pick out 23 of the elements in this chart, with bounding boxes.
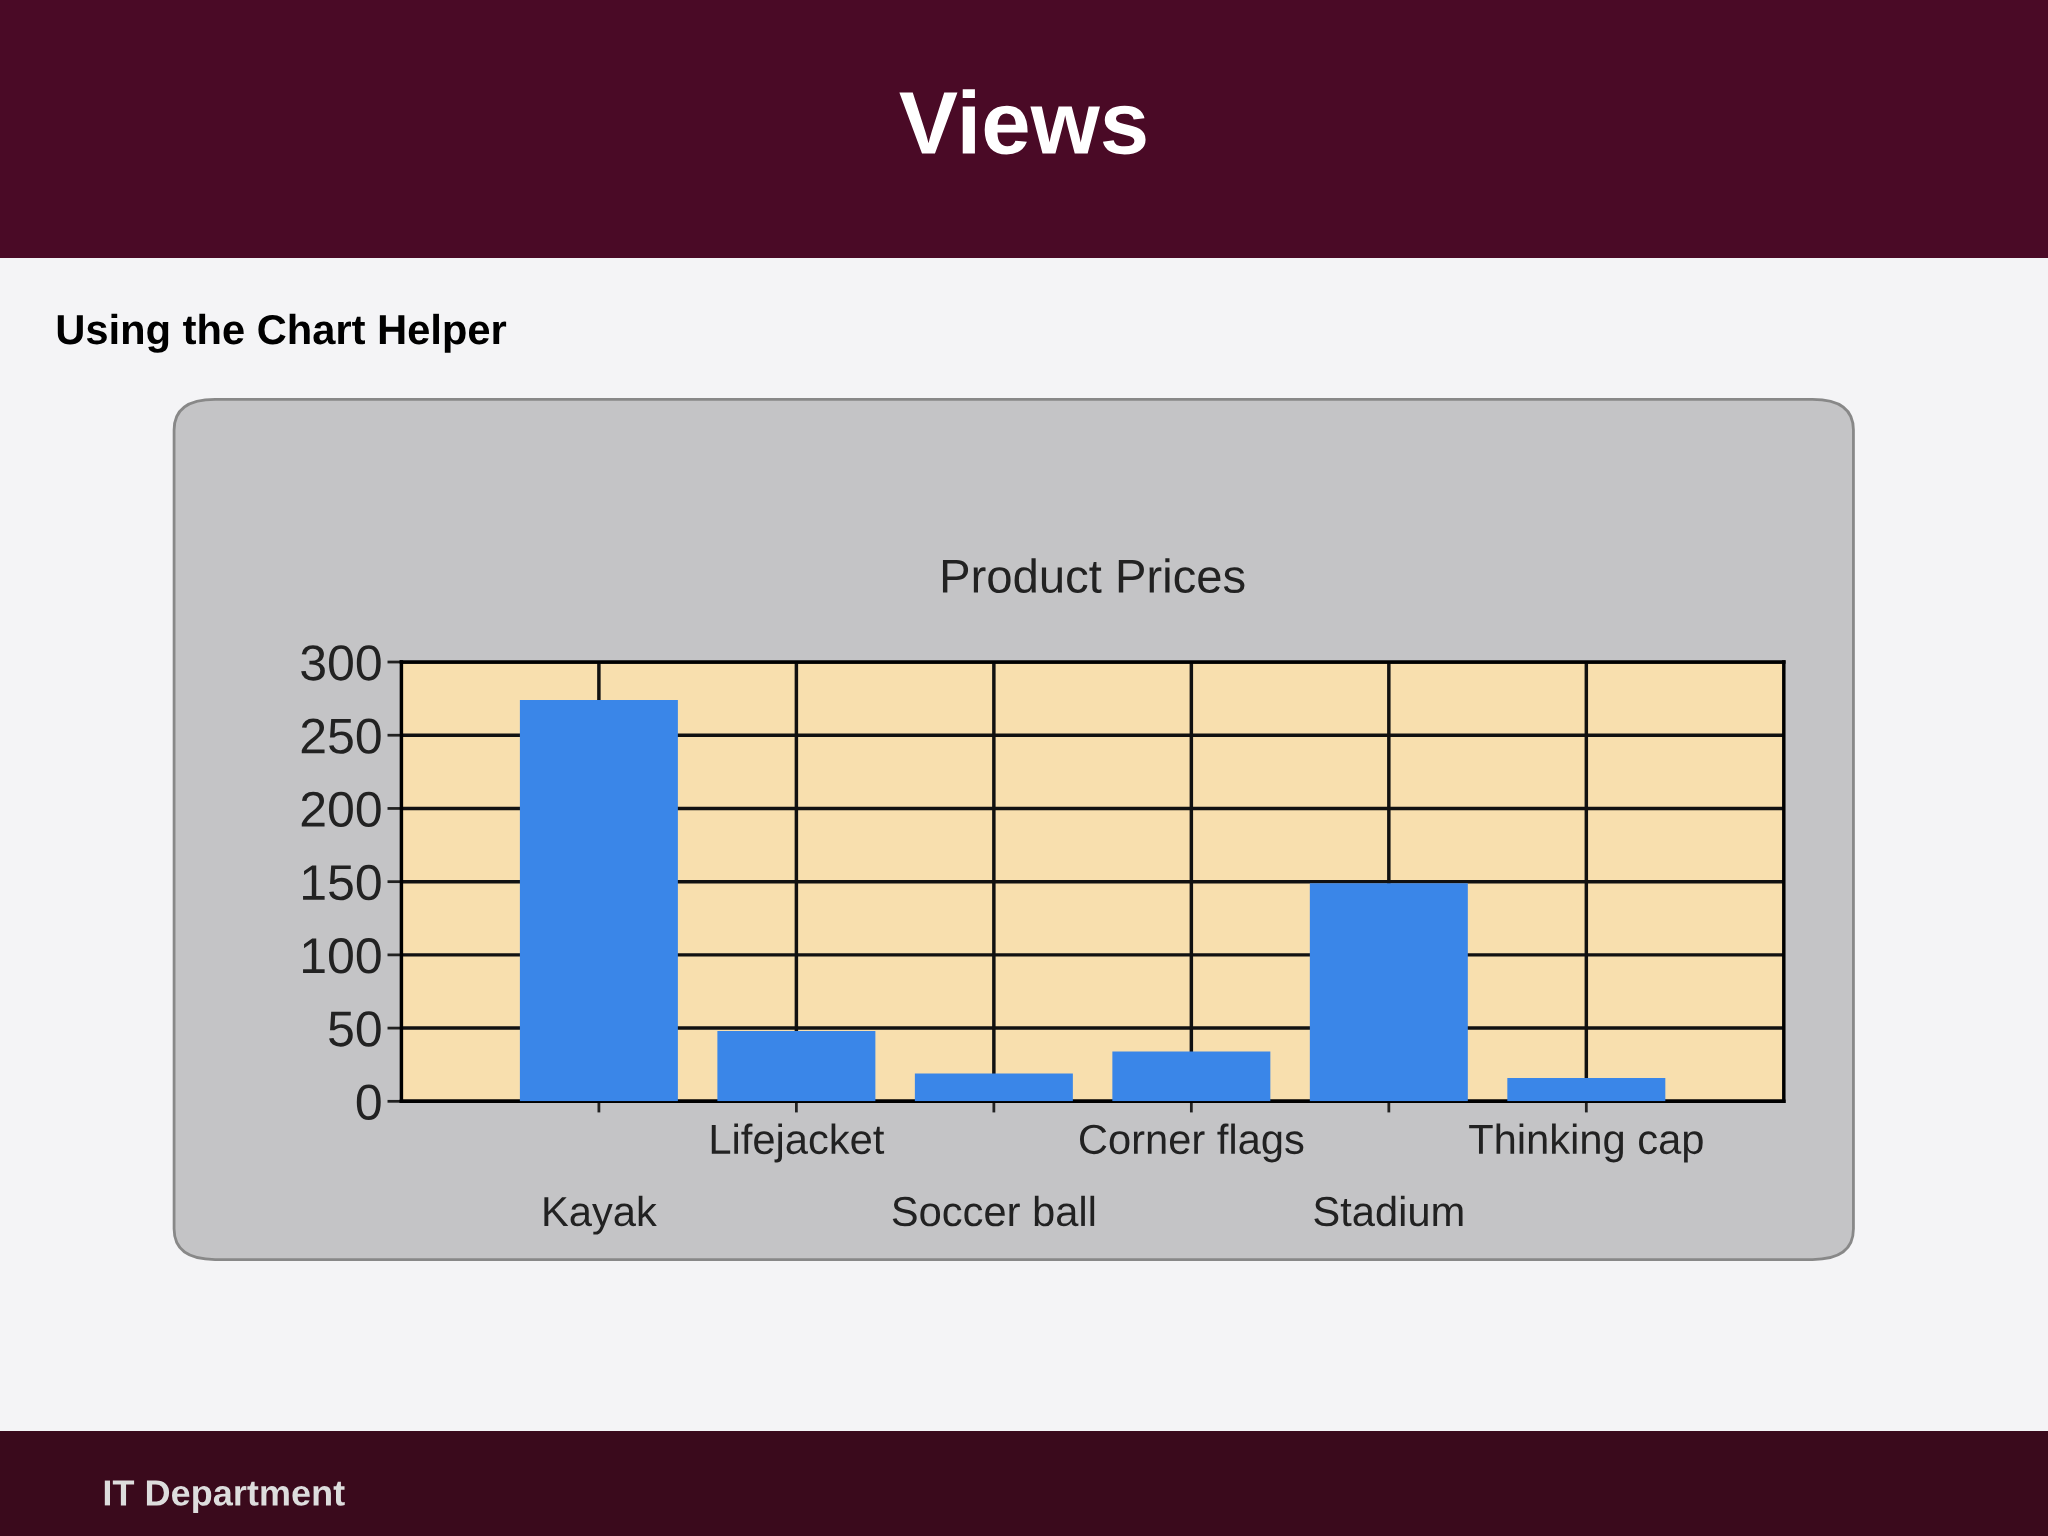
text: Using the Chart Helper [57,313,507,353]
y-tick-label: 300 [301,645,381,681]
y-tick-label: 50 [329,1011,381,1047]
x-tick-label: Corner flags [1080,1123,1304,1163]
x-tick-label: Kayak [544,1195,657,1235]
x-tick-label: Lifejacket [711,1123,885,1163]
bar [1112,1051,1271,1102]
y-tick-label: 200 [301,791,381,828]
x-tick-label: Soccer ball [892,1195,1095,1227]
text: Views [899,89,1146,155]
text: IT Department [104,1480,345,1513]
bar [914,1073,1073,1102]
bar [519,700,678,1102]
x-tick-label: Stadium [1314,1195,1463,1227]
y-tick-label: 0 [356,1084,381,1120]
bar [1507,1077,1666,1102]
y-tick-label: 100 [303,938,381,974]
bar [717,1031,876,1102]
bar [1309,883,1468,1102]
x-tick-label: Thinking cap [1469,1123,1703,1163]
y-tick-label: 250 [301,718,381,754]
chart-title: Product Prices [942,558,1245,594]
y-tick-label: 150 [303,864,381,901]
